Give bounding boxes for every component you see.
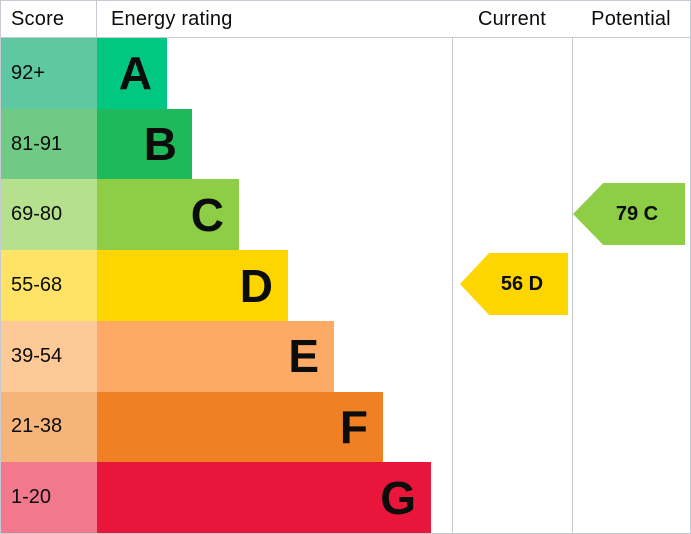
current-column-header: Current [477, 7, 547, 30]
potential-rating-label: 79 C [615, 202, 659, 225]
band-score-range: 92+ [1, 38, 97, 109]
band-row-g: 1-20 G [1, 462, 690, 533]
band-bar-b: B [97, 108, 192, 180]
band-row-c: 69-80 C [1, 179, 690, 251]
band-score-range: 1-20 [1, 462, 97, 533]
current-rating-label: 56 D [500, 272, 544, 295]
band-rows: 92+ A 81-91 B 69-80 C 55-68 D 39-54 E 21… [1, 38, 690, 533]
current-column-divider [452, 1, 453, 533]
potential-column-header: Potential [591, 7, 671, 30]
score-column-header: Score [1, 1, 97, 37]
band-row-e: 39-54 E [1, 320, 690, 392]
band-bar-a: A [97, 38, 167, 109]
chart-header: Score Energy rating Current Potential [1, 1, 690, 38]
band-row-b: 81-91 B [1, 108, 690, 180]
band-score-range: 55-68 [1, 250, 97, 321]
band-row-f: 21-38 F [1, 391, 690, 463]
band-row-d: 55-68 D [1, 250, 690, 321]
band-score-range: 39-54 [1, 320, 97, 392]
band-row-a: 92+ A [1, 38, 690, 109]
band-score-range: 21-38 [1, 391, 97, 463]
band-score-range: 81-91 [1, 108, 97, 180]
band-score-range: 69-80 [1, 179, 97, 251]
potential-column-divider [572, 1, 573, 533]
band-bar-d: D [97, 250, 288, 321]
band-bar-c: C [97, 179, 239, 251]
band-bar-e: E [97, 320, 334, 392]
band-bar-g: G [97, 462, 431, 533]
band-bar-f: F [97, 391, 383, 463]
energy-rating-column-header: Energy rating [111, 7, 233, 30]
